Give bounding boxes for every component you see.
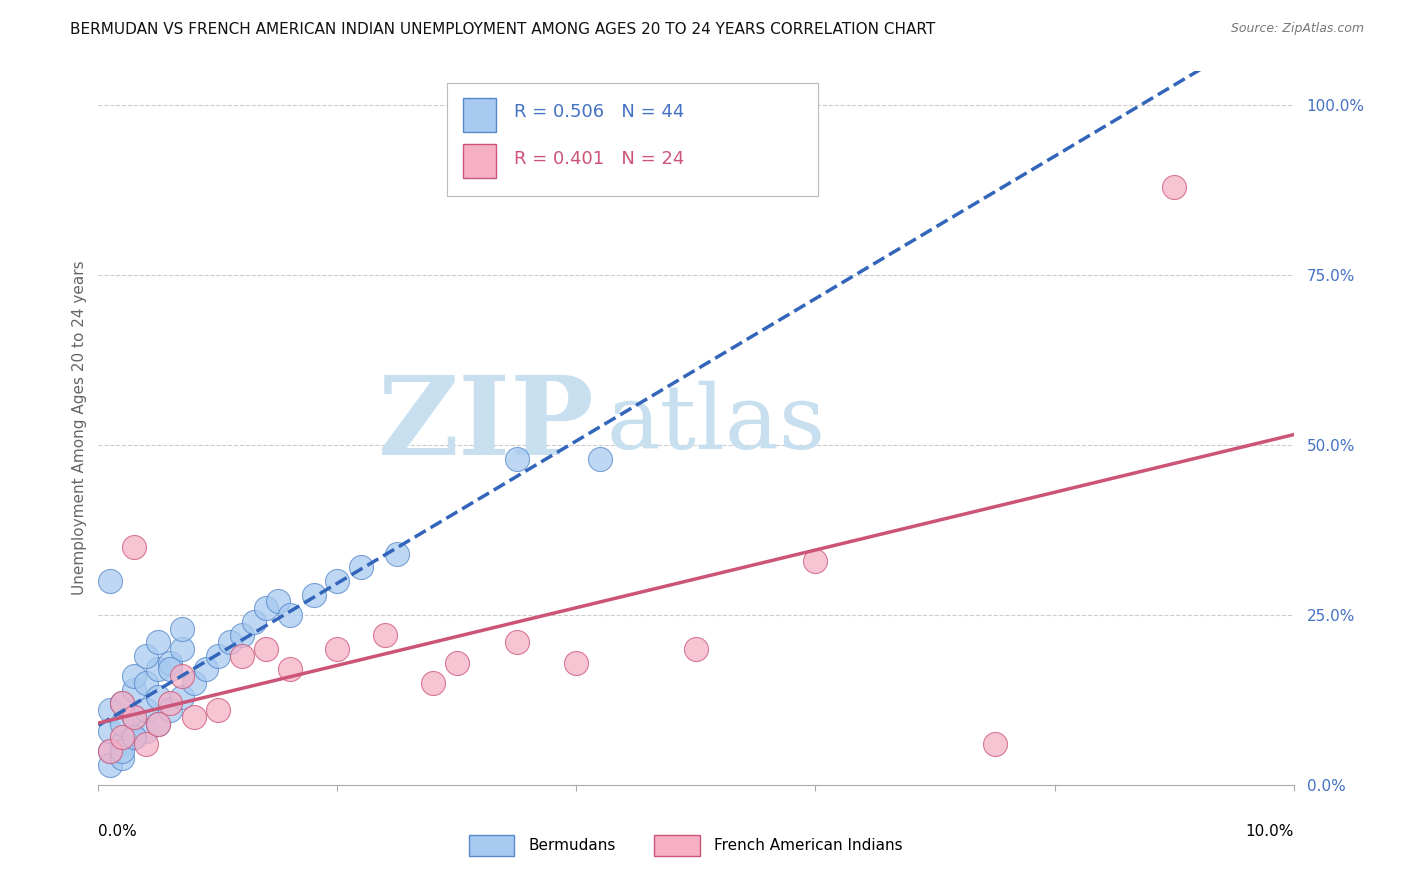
Point [98,744,122,758]
Point [231,648,253,663]
Point [111,737,134,751]
Point [302,588,325,602]
Point [111,744,134,758]
Text: Bermudans: Bermudans [529,838,616,853]
Text: R = 0.401   N = 24: R = 0.401 N = 24 [515,150,685,168]
Point [172,669,194,683]
Point [231,628,253,642]
Point [148,662,170,676]
Text: French American Indians: French American Indians [714,838,903,853]
Point [159,703,181,717]
Point [124,710,146,724]
Bar [470,835,515,856]
Text: 10.0%: 10.0% [1246,824,1294,839]
Point [135,676,157,690]
Point [111,751,134,765]
Point [124,710,146,724]
Point [326,574,349,588]
Point [278,662,301,676]
Point [183,676,205,690]
Point [183,710,205,724]
Point [219,635,242,649]
Point [207,703,229,717]
Point [195,662,218,676]
Text: atlas: atlas [606,381,825,468]
Point [148,716,170,731]
Point [207,648,229,663]
Text: 0.0%: 0.0% [98,824,138,839]
Point [278,608,301,623]
Point [135,648,157,663]
Point [243,615,266,629]
Point [124,731,146,745]
Point [565,656,588,670]
Point [254,601,277,615]
Point [506,635,529,649]
Point [111,731,134,745]
Point [267,594,290,608]
Point [124,731,146,745]
Point [98,723,122,738]
Point [148,635,170,649]
Point [124,682,146,697]
Point [172,690,194,704]
Bar [463,98,496,132]
Point [446,656,468,670]
Point [374,628,396,642]
Point [148,690,170,704]
Point [159,656,181,670]
Point [422,676,444,690]
Point [172,642,194,657]
Point [172,622,194,636]
Point [506,451,529,466]
Point [385,547,409,561]
Point [804,554,827,568]
Point [111,716,134,731]
Text: Source: ZipAtlas.com: Source: ZipAtlas.com [1230,22,1364,36]
Point [326,642,349,657]
Point [111,697,134,711]
Point [111,697,134,711]
Y-axis label: Unemployment Among Ages 20 to 24 years: Unemployment Among Ages 20 to 24 years [72,260,87,596]
Point [135,703,157,717]
Point [589,451,612,466]
Point [98,757,122,772]
Point [98,703,122,717]
Point [159,662,181,676]
Point [254,642,277,657]
Text: BERMUDAN VS FRENCH AMERICAN INDIAN UNEMPLOYMENT AMONG AGES 20 TO 24 YEARS CORREL: BERMUDAN VS FRENCH AMERICAN INDIAN UNEMP… [70,22,935,37]
Point [1163,180,1185,194]
Point [350,560,373,574]
Point [98,744,122,758]
Point [135,737,157,751]
Point [124,669,146,683]
Bar [463,145,496,178]
Point [984,737,1007,751]
Bar [654,835,700,856]
FancyBboxPatch shape [447,84,818,196]
Point [685,642,707,657]
Text: R = 0.506   N = 44: R = 0.506 N = 44 [515,103,685,121]
Point [135,723,157,738]
Point [98,574,122,588]
Point [124,540,146,554]
Text: ZIP: ZIP [378,371,595,478]
Point [148,716,170,731]
Point [159,697,181,711]
